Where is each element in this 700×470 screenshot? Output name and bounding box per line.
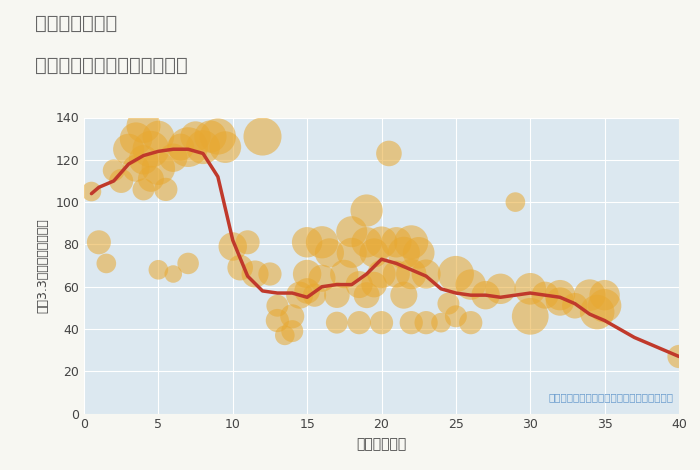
Point	[376, 270, 387, 278]
Point	[183, 259, 194, 267]
Point	[554, 298, 566, 306]
Point	[361, 291, 372, 299]
Point	[450, 313, 461, 320]
Point	[160, 186, 172, 193]
Point	[584, 291, 595, 299]
Point	[265, 270, 276, 278]
Point	[302, 270, 313, 278]
Point	[376, 319, 387, 326]
Point	[599, 291, 610, 299]
Point	[398, 249, 409, 257]
Point	[525, 313, 536, 320]
Point	[406, 319, 417, 326]
Point	[346, 249, 357, 257]
Point	[339, 270, 350, 278]
Point	[227, 243, 238, 250]
Point	[138, 156, 149, 164]
Point	[465, 281, 476, 288]
Point	[220, 143, 231, 151]
Point	[205, 133, 216, 140]
Point	[525, 285, 536, 292]
Point	[302, 287, 313, 295]
Point	[510, 198, 521, 206]
Point	[212, 133, 223, 140]
Point	[421, 319, 432, 326]
Point	[354, 281, 365, 288]
Point	[153, 266, 164, 274]
Point	[153, 133, 164, 140]
Point	[443, 300, 454, 307]
Point	[153, 164, 164, 172]
Point	[673, 352, 685, 360]
Point	[257, 133, 268, 140]
Point	[391, 238, 402, 246]
Point	[331, 291, 342, 299]
Point	[183, 143, 194, 151]
Point	[272, 317, 283, 324]
Point	[146, 146, 157, 153]
Point	[450, 270, 461, 278]
Point	[413, 249, 424, 257]
Point	[465, 319, 476, 326]
Point	[361, 207, 372, 214]
Y-axis label: 坪（3.3㎡）単価（万円）: 坪（3.3㎡）単価（万円）	[36, 218, 50, 313]
X-axis label: 築年数（年）: 築年数（年）	[356, 437, 407, 451]
Point	[406, 270, 417, 278]
Point	[130, 135, 141, 142]
Point	[287, 313, 298, 320]
Point	[554, 291, 566, 299]
Point	[435, 319, 447, 326]
Point	[279, 332, 290, 339]
Point	[86, 188, 97, 196]
Point	[93, 238, 104, 246]
Point	[234, 264, 246, 271]
Point	[406, 238, 417, 246]
Point	[287, 327, 298, 335]
Point	[354, 319, 365, 326]
Point	[324, 249, 335, 257]
Point	[138, 122, 149, 130]
Point	[101, 259, 112, 267]
Point	[316, 238, 328, 246]
Point	[592, 308, 603, 316]
Point	[108, 167, 119, 174]
Point	[384, 149, 395, 157]
Point	[540, 291, 551, 299]
Point	[249, 270, 260, 278]
Point	[130, 164, 141, 172]
Text: 円の大きさは、取引のあった物件面積を示す: 円の大きさは、取引のあった物件面積を示す	[548, 392, 673, 402]
Point	[116, 177, 127, 185]
Point	[138, 186, 149, 193]
Point	[272, 302, 283, 309]
Text: 千葉県四街道市: 千葉県四街道市	[35, 14, 118, 33]
Point	[168, 154, 179, 162]
Point	[569, 302, 580, 309]
Point	[197, 143, 209, 151]
Point	[368, 249, 379, 257]
Point	[376, 238, 387, 246]
Point	[175, 143, 186, 151]
Point	[599, 302, 610, 309]
Point	[495, 285, 506, 292]
Point	[302, 238, 313, 246]
Point	[361, 238, 372, 246]
Point	[168, 270, 179, 278]
Point	[346, 228, 357, 235]
Point	[391, 270, 402, 278]
Point	[398, 291, 409, 299]
Point	[294, 291, 305, 299]
Point	[190, 133, 201, 140]
Point	[242, 238, 253, 246]
Point	[309, 291, 320, 299]
Point	[421, 270, 432, 278]
Point	[123, 146, 134, 153]
Point	[368, 281, 379, 288]
Text: 築年数別中古マンション価格: 築年数別中古マンション価格	[35, 56, 188, 75]
Point	[331, 319, 342, 326]
Point	[480, 291, 491, 299]
Point	[316, 274, 328, 282]
Point	[146, 175, 157, 182]
